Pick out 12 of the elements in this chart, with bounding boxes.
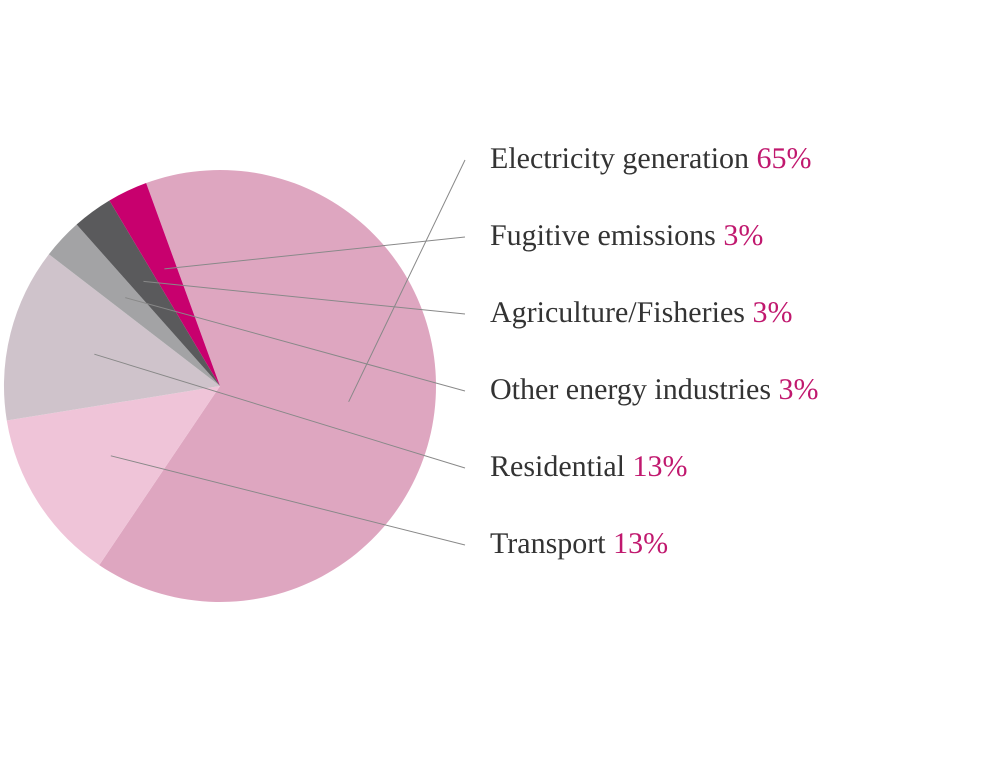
data-label: 13% [632,450,688,483]
data-label: 3% [778,372,819,406]
slice-label: Electricity generation [490,142,757,175]
slice-label: Residential [490,450,632,483]
data-label: 3% [723,218,764,252]
slice-label: Transport [490,526,614,560]
slice-label: Other energy industries [490,372,779,406]
slice-label: Fugitive emissions [490,218,724,252]
data-label: 65% [756,142,812,175]
data-label: 13% [613,526,668,560]
slice-label: Agriculture/Fisheries [490,296,752,329]
data-label: 3% [752,296,792,329]
